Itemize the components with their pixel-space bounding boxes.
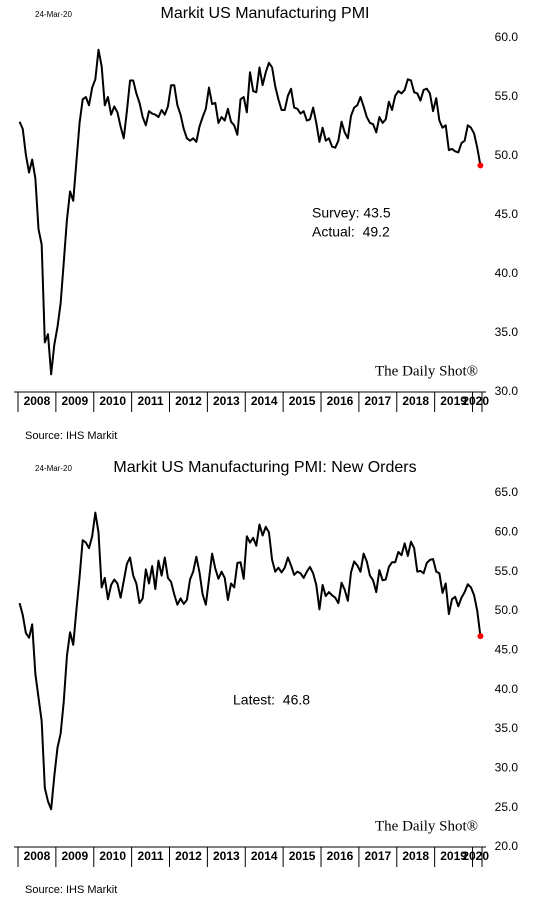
x-tick-label: 2018 bbox=[402, 849, 429, 863]
y-tick-label: 55.0 bbox=[495, 564, 519, 578]
x-tick-label: 2016 bbox=[327, 394, 354, 408]
latest-marker bbox=[477, 633, 484, 640]
x-tick-label: 2020 bbox=[462, 394, 489, 408]
y-tick-label: 55.0 bbox=[495, 89, 519, 103]
y-tick-label: 20.0 bbox=[495, 839, 519, 853]
x-tick-label: 2010 bbox=[99, 394, 126, 408]
pmi-line bbox=[18, 511, 482, 811]
x-tick-label: 2020 bbox=[462, 849, 489, 863]
x-tick-label: 2015 bbox=[289, 849, 316, 863]
x-tick-label: 2014 bbox=[251, 849, 278, 863]
watermark: The Daily Shot® bbox=[375, 363, 478, 379]
y-tick-label: 50.0 bbox=[495, 148, 519, 162]
chart-title: Markit US Manufacturing PMI: New Orders bbox=[113, 459, 416, 476]
source: Source: IHS Markit bbox=[25, 430, 117, 442]
annotation: Latest: 46.8 bbox=[233, 692, 310, 708]
y-tick-label: 60.0 bbox=[495, 30, 519, 44]
x-tick-label: 2015 bbox=[289, 394, 316, 408]
x-tick-label: 2018 bbox=[402, 394, 429, 408]
y-tick-label: 35.0 bbox=[495, 721, 519, 735]
y-tick-label: 30.0 bbox=[495, 761, 519, 775]
y-tick-label: 30.0 bbox=[495, 384, 519, 398]
y-tick-label: 50.0 bbox=[495, 603, 519, 617]
date-label: 24-Mar-20 bbox=[35, 464, 72, 473]
x-tick-label: 2011 bbox=[138, 849, 164, 863]
watermark: The Daily Shot® bbox=[375, 818, 478, 834]
y-tick-label: 40.0 bbox=[495, 266, 519, 280]
x-tick-label: 2009 bbox=[61, 394, 88, 408]
annotation: Survey: 43.5 bbox=[312, 205, 391, 221]
pmi-line bbox=[18, 48, 482, 376]
y-tick-label: 45.0 bbox=[495, 643, 519, 657]
source: Source: IHS Markit bbox=[25, 884, 117, 896]
x-tick-label: 2009 bbox=[61, 849, 88, 863]
x-tick-label: 2013 bbox=[213, 849, 240, 863]
x-tick-label: 2010 bbox=[99, 849, 126, 863]
x-tick-label: 2011 bbox=[138, 394, 164, 408]
x-tick-label: 2008 bbox=[24, 849, 51, 863]
x-tick-label: 2014 bbox=[251, 394, 278, 408]
x-tick-label: 2013 bbox=[213, 394, 240, 408]
y-tick-label: 65.0 bbox=[495, 485, 519, 499]
y-tick-label: 35.0 bbox=[495, 325, 519, 339]
x-tick-label: 2012 bbox=[175, 849, 202, 863]
x-tick-label: 2019 bbox=[440, 849, 467, 863]
x-tick-label: 2017 bbox=[364, 394, 391, 408]
x-tick-label: 2016 bbox=[327, 849, 354, 863]
y-tick-label: 40.0 bbox=[495, 682, 519, 696]
y-tick-label: 45.0 bbox=[495, 207, 519, 221]
x-tick-label: 2019 bbox=[440, 394, 467, 408]
annotation: Actual: 49.2 bbox=[312, 224, 390, 240]
chart-title: Markit US Manufacturing PMI bbox=[161, 5, 370, 22]
latest-marker bbox=[477, 162, 484, 169]
y-tick-label: 60.0 bbox=[495, 525, 519, 539]
x-tick-label: 2017 bbox=[364, 849, 391, 863]
x-tick-label: 2008 bbox=[24, 394, 51, 408]
y-tick-label: 25.0 bbox=[495, 800, 519, 814]
date-label: 24-Mar-20 bbox=[35, 10, 72, 19]
x-tick-label: 2012 bbox=[175, 394, 202, 408]
